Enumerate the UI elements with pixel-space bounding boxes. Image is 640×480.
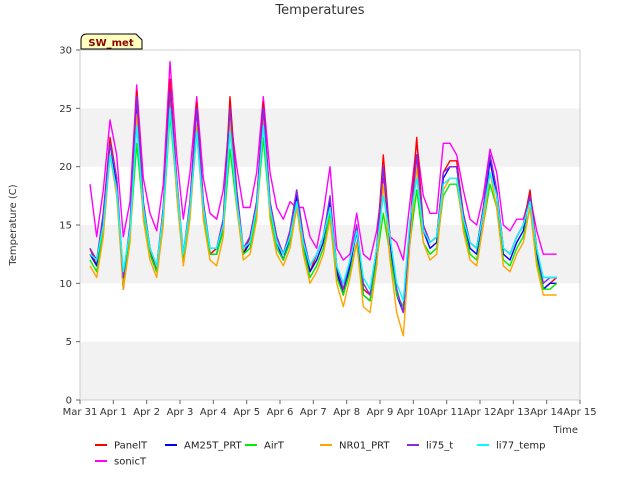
series-lines [89, 61, 558, 337]
x-tick-label: Apr 13 [497, 407, 530, 418]
x-tick-label: Apr 5 [233, 407, 260, 418]
legend-label: AM25T_PRT [184, 441, 243, 452]
legend-label: AirT [264, 441, 285, 452]
x-tick-label: Apr 6 [267, 407, 294, 418]
x-tick-label: Apr 15 [563, 407, 596, 418]
legend-item-sonict: sonicT [95, 457, 147, 468]
series-line-li77-temp [89, 107, 557, 302]
legend-label: li75_t [426, 441, 453, 452]
legend-item-am25t-prt: AM25T_PRT [165, 441, 243, 452]
grid-band [80, 50, 580, 109]
x-tick-label: Apr 8 [333, 407, 360, 418]
x-tick-label: Apr 12 [463, 407, 496, 418]
x-tick-label: Apr 14 [530, 407, 563, 418]
grid-band [80, 341, 580, 400]
legend: PanelT AM25T_PRT AirT NR01_PRT li75_t li77_te… [95, 441, 545, 468]
y-tick-label: 0 [66, 396, 72, 407]
x-tick-label: Apr 9 [367, 407, 394, 418]
y-tick-label: 20 [59, 162, 72, 173]
legend-label: sonicT [114, 457, 147, 468]
y-tick-label: 15 [59, 221, 72, 232]
x-tick-label: Apr 3 [167, 407, 194, 418]
x-tick-label: Mar 31 [63, 407, 98, 418]
y-tick-label: 5 [66, 337, 72, 348]
legend-item-panelt: PanelT [95, 441, 148, 452]
legend-item-li75-t: li75_t [407, 441, 453, 452]
grid-band [80, 108, 580, 167]
legend-label: NR01_PRT [339, 441, 390, 452]
x-axis-title: Time [553, 425, 578, 436]
legend-label: li77_temp [496, 441, 545, 452]
station-badge: SW_met [80, 33, 143, 50]
y-tick-label: 25 [59, 104, 72, 115]
x-axis-ticks: Mar 31 Apr 1 Apr 2 Apr 3 Apr 4 Apr 5 Apr 6 Apr … [63, 400, 597, 418]
x-tick-label: Apr 1 [100, 407, 127, 418]
x-tick-label: Apr 2 [133, 407, 160, 418]
y-tick-label: 30 [59, 46, 72, 57]
chart-title: Temperatures [274, 3, 364, 18]
grid-band [80, 283, 580, 342]
x-tick-label: Apr 4 [200, 407, 227, 418]
grid-band [80, 225, 580, 284]
legend-label: PanelT [114, 441, 148, 452]
legend-item-li77-temp: li77_temp [477, 441, 545, 452]
y-axis-ticks: 0 5 10 15 20 25 30 [59, 46, 80, 407]
y-axis-title: Temperature (C) [8, 184, 19, 266]
station-badge-label: SW_met [88, 38, 133, 49]
legend-item-nr01-prt: NR01_PRT [320, 441, 390, 452]
x-tick-label: Apr 10 [397, 407, 430, 418]
x-tick-label: Apr 7 [300, 407, 327, 418]
series-line-sonict [89, 61, 557, 261]
y-tick-label: 10 [59, 279, 72, 290]
legend-item-airt: AirT [245, 441, 285, 452]
x-tick-label: Apr 11 [430, 407, 463, 418]
